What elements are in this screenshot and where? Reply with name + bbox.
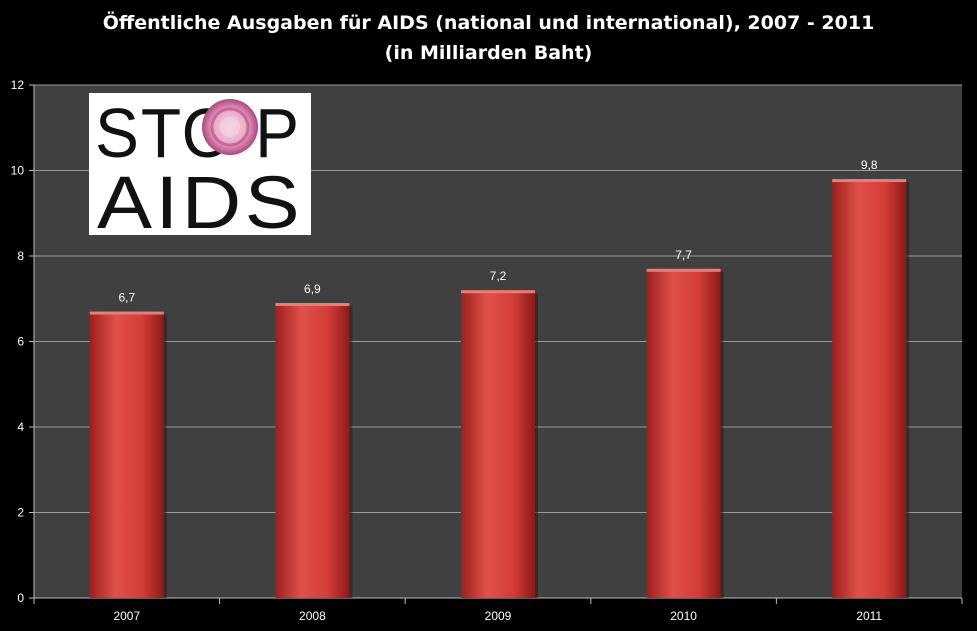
bar-top-highlight bbox=[461, 290, 535, 294]
y-tick-label: 10 bbox=[11, 164, 25, 178]
data-label-2010: 7,7 bbox=[675, 248, 692, 262]
bar-top-highlight bbox=[89, 311, 164, 315]
x-tick-label-2009: 2009 bbox=[485, 609, 512, 623]
y-tick-label: 0 bbox=[17, 591, 24, 605]
svg-text:AIDS: AIDS bbox=[97, 161, 303, 244]
data-label-2007: 6,7 bbox=[118, 291, 135, 305]
y-tick-label: 2 bbox=[17, 506, 24, 520]
x-tick-label-2010: 2010 bbox=[670, 609, 697, 623]
svg-text:STO P: STO P bbox=[95, 94, 301, 172]
data-label-2008: 6,9 bbox=[304, 282, 321, 296]
bar-top-highlight bbox=[275, 303, 350, 307]
bar-2009 bbox=[461, 290, 535, 598]
bar-2008 bbox=[275, 303, 350, 598]
bar-2007 bbox=[89, 311, 164, 598]
data-label-2009: 7,2 bbox=[490, 269, 507, 283]
x-tick-label-2011: 2011 bbox=[856, 609, 882, 623]
bar-top-highlight bbox=[832, 179, 907, 183]
chart-title: Öffentliche Ausgaben für AIDS (national … bbox=[102, 12, 875, 34]
bar-2010 bbox=[646, 268, 721, 598]
stop-aids-logo: STO P AIDS bbox=[89, 93, 311, 244]
y-tick-label: 6 bbox=[17, 335, 24, 349]
y-tick-label: 12 bbox=[11, 78, 25, 92]
bar-2011 bbox=[832, 179, 907, 599]
x-tick-label-2008: 2008 bbox=[299, 609, 326, 623]
x-tick-label-2007: 2007 bbox=[113, 609, 140, 623]
data-label-2011: 9,8 bbox=[861, 158, 878, 172]
bar-top-highlight bbox=[646, 268, 721, 272]
y-tick-label: 4 bbox=[17, 420, 24, 434]
y-tick-label: 8 bbox=[17, 249, 24, 263]
chart-subtitle: (in Milliarden Baht) bbox=[384, 42, 593, 64]
